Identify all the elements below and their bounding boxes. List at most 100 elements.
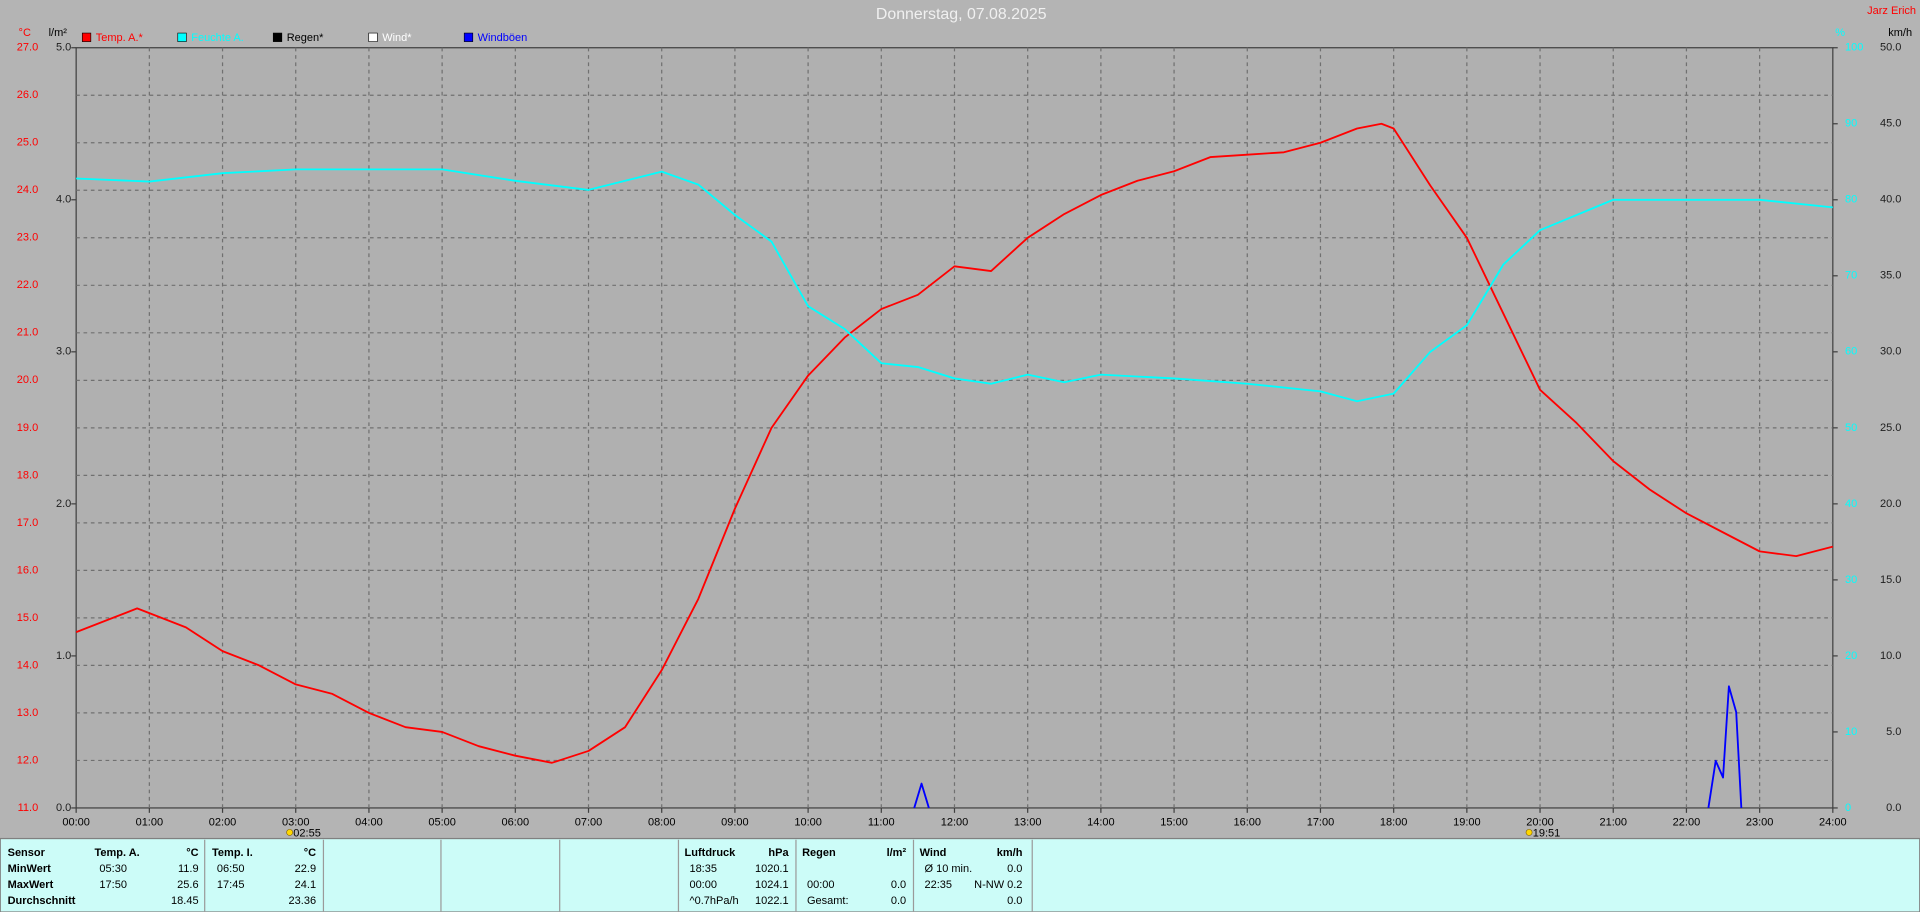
y-tick-label: 11.0: [18, 802, 39, 814]
x-tick-label: 23:00: [1746, 817, 1774, 829]
x-tick-label: 07:00: [575, 817, 603, 829]
table-header: °C: [304, 847, 316, 859]
table-header: Sensor: [8, 847, 46, 859]
y3-tick-label: 10: [1845, 726, 1857, 738]
table-cell: N-NW 0.2: [974, 879, 1022, 891]
chart-title: Donnerstag, 07.08.2025: [876, 6, 1047, 23]
y4-tick-label: 5.0: [1886, 726, 1901, 738]
y-tick-label: 16.0: [17, 564, 38, 576]
y3-tick-label: 20: [1845, 650, 1857, 662]
x-tick-label: 05:00: [428, 817, 456, 829]
table-cell: ^0.7hPa/h: [689, 895, 738, 907]
sun-icon: [286, 829, 294, 836]
x-tick-label: 09:00: [721, 817, 749, 829]
x-tick-label: 06:00: [502, 817, 530, 829]
legend-swatch: [81, 32, 92, 42]
station-name: Jarz Erich: [1867, 5, 1916, 17]
table-cell: 23.36: [289, 895, 317, 907]
legend-label: Temp. A.*: [96, 32, 144, 44]
x-tick-label: 14:00: [1087, 817, 1115, 829]
sun-marker-label: 19:51: [1533, 828, 1561, 840]
table-cell: 17:50: [99, 879, 127, 891]
y3-tick-label: 70: [1845, 270, 1857, 282]
y-tick-label: 24.0: [17, 184, 38, 196]
x-tick-label: 18:00: [1380, 817, 1408, 829]
table-cell: Gesamt:: [807, 895, 849, 907]
panel-dividers: [204, 839, 1033, 912]
x-tick-label: 11:00: [868, 817, 895, 829]
table-cell: 1020.1: [755, 863, 789, 875]
legend-swatch: [368, 32, 378, 42]
y-tick-label: 25.0: [17, 137, 38, 149]
x-tick-label: 04:00: [355, 817, 383, 829]
y4-tick-label: 25.0: [1880, 422, 1901, 434]
table-cell: 18:35: [689, 863, 717, 875]
table-cell: Durchschnitt: [8, 895, 76, 907]
y-unit: °C: [19, 27, 31, 39]
y-tick-label: 17.0: [17, 517, 38, 529]
x-tick-label: 16:00: [1234, 817, 1262, 829]
table-cell: 1022.1: [755, 895, 789, 907]
stats-panel: [0, 837, 1920, 912]
y4-tick-label: 40.0: [1880, 194, 1901, 206]
table-header: km/h: [997, 847, 1023, 859]
table-cell: 24.1: [295, 879, 316, 891]
table-cell: 11.9: [178, 863, 199, 875]
table-header: Luftdruck: [685, 847, 737, 859]
y2-tick-label: 3.0: [56, 346, 71, 358]
table-header: l/m²: [887, 847, 907, 859]
x-tick-label: 22:00: [1673, 817, 1701, 829]
y4-tick-label: 30.0: [1880, 346, 1901, 358]
y4-tick-label: 10.0: [1880, 650, 1901, 662]
y4-unit: km/h: [1888, 27, 1912, 39]
legend-label: Regen*: [287, 32, 324, 44]
y2-tick-label: 4.0: [56, 194, 71, 206]
table-cell: 06:50: [217, 863, 245, 875]
table-header: Wind: [920, 847, 947, 859]
y-tick-label: 21.0: [17, 327, 38, 339]
table-header: Temp. A.: [95, 847, 140, 859]
y4-tick-label: 0.0: [1886, 802, 1901, 814]
table-header: hPa: [768, 847, 789, 859]
y3-tick-label: 80: [1845, 194, 1857, 206]
table-cell: 00:00: [689, 879, 717, 891]
x-tick-label: 17:00: [1307, 817, 1335, 829]
y3-tick-label: 50: [1845, 422, 1857, 434]
y2-unit: l/m²: [49, 27, 68, 39]
y-tick-label: 26.0: [17, 89, 38, 101]
legend-label: Feuchte A.: [191, 32, 244, 44]
x-tick-label: 08:00: [648, 817, 676, 829]
y4-tick-label: 35.0: [1880, 270, 1901, 282]
y3-tick-label: 90: [1845, 118, 1857, 130]
y-tick-label: 14.0: [17, 659, 38, 671]
table-cell: 05:30: [99, 863, 127, 875]
y3-unit: %: [1835, 27, 1845, 39]
table-cell: 22.9: [295, 863, 316, 875]
table-cell: 00:00: [807, 879, 835, 891]
x-tick-label: 24:00: [1819, 817, 1847, 829]
sun-icon: [1525, 829, 1533, 836]
y3-tick-label: 0: [1845, 802, 1851, 814]
y-tick-label: 12.0: [17, 754, 38, 766]
y4-tick-label: 45.0: [1880, 118, 1901, 130]
table-cell: 0.0: [1007, 863, 1022, 875]
table-header: Regen: [802, 847, 836, 859]
table-cell: 0.0: [891, 879, 906, 891]
table-header: °C: [186, 847, 198, 859]
y-tick-label: 23.0: [17, 232, 38, 244]
y3-tick-label: 30: [1845, 574, 1857, 586]
y-tick-label: 13.0: [17, 707, 38, 719]
y-tick-label: 27.0: [17, 42, 38, 54]
x-tick-label: 19:00: [1453, 817, 1481, 829]
y2-tick-label: 2.0: [56, 498, 71, 510]
sun-marker-label: 02:55: [293, 828, 321, 840]
legend-swatch: [463, 32, 474, 42]
table-cell: 17:45: [217, 879, 245, 891]
legend-swatch: [177, 32, 187, 42]
y3-tick-label: 100: [1845, 42, 1863, 54]
y-tick-label: 22.0: [17, 279, 38, 291]
y4-tick-label: 50.0: [1880, 42, 1901, 54]
table-header: Temp. I.: [212, 847, 253, 859]
series-line: [75, 122, 1834, 764]
